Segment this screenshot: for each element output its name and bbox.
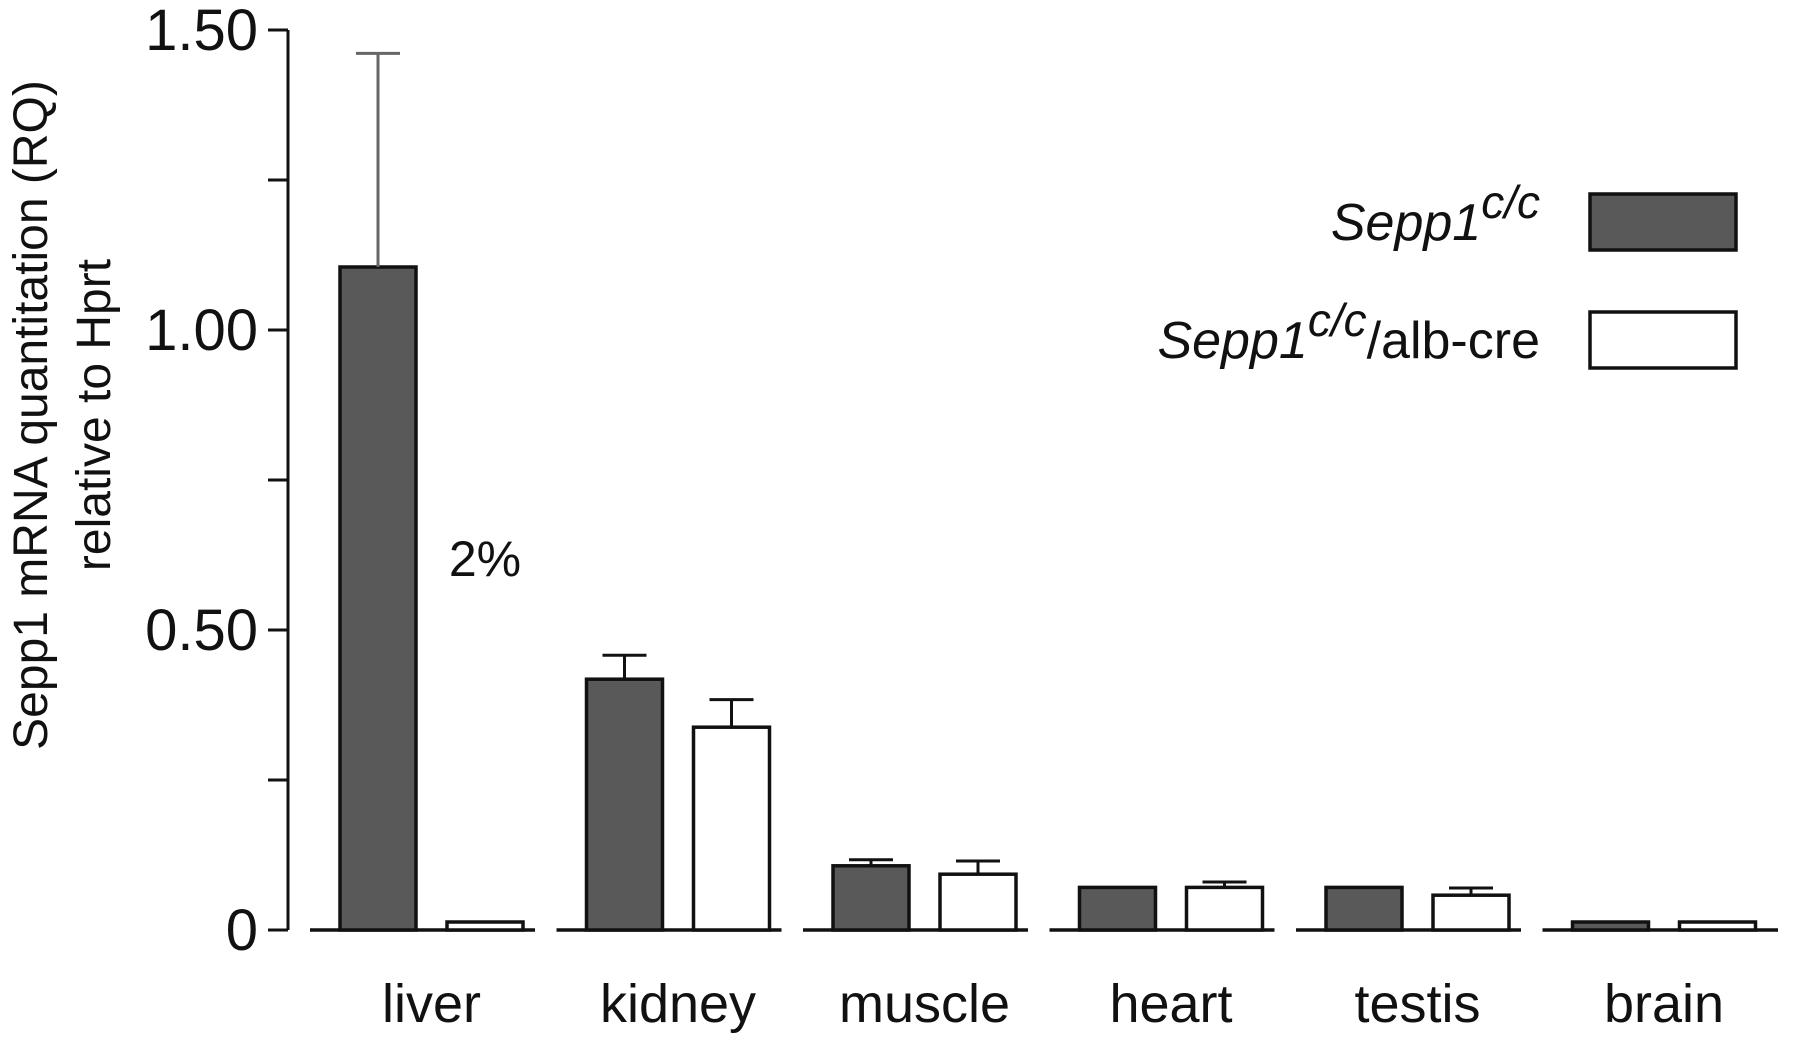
x-tick-label: liver	[382, 974, 481, 1034]
y-tick-label: 0	[226, 898, 258, 963]
y-axis-title-line1: Sepp1 mRNA quantitation (RQ)	[5, 80, 58, 750]
bar	[445, 920, 525, 932]
bar	[938, 872, 1018, 932]
bar	[831, 864, 911, 932]
y-tick-label: 1.50	[145, 0, 258, 63]
x-tick-label: muscle	[839, 974, 1010, 1034]
x-tick-label: heart	[1109, 974, 1232, 1034]
bar	[338, 265, 418, 932]
bar	[1077, 885, 1158, 932]
annotations: 2%	[449, 531, 521, 587]
x-tick-label: brain	[1604, 974, 1724, 1034]
bar	[1184, 885, 1265, 932]
legend-swatch	[1588, 310, 1738, 370]
bar	[584, 677, 665, 932]
annotation-label: 2%	[449, 531, 521, 587]
bar	[691, 725, 772, 932]
bar	[1431, 893, 1511, 932]
legend-label: Sepp1c/c	[1331, 176, 1540, 252]
legend-swatch	[1588, 192, 1738, 252]
legend-label: Sepp1c/c/alb-cre	[1157, 294, 1540, 370]
bar	[1324, 885, 1404, 932]
y-axis-title: Sepp1 mRNA quantitation (RQ) relative to…	[5, 80, 121, 750]
x-tick-label: kidney	[600, 974, 756, 1034]
x-tick-label: testis	[1354, 974, 1480, 1034]
bars	[338, 51, 1758, 932]
y-axis-title-line2: relative to Hprt	[68, 259, 121, 571]
bar	[1677, 920, 1758, 932]
y-tick-label: 0.50	[145, 598, 258, 663]
axes: 0 0.50 1.00 1.50 liver kidney muscle heart testi…	[145, 0, 1778, 1034]
bar	[1570, 920, 1651, 932]
legend: Sepp1c/c Sepp1c/c/alb-cre	[1157, 176, 1738, 370]
y-tick-label: 1.00	[145, 298, 258, 363]
